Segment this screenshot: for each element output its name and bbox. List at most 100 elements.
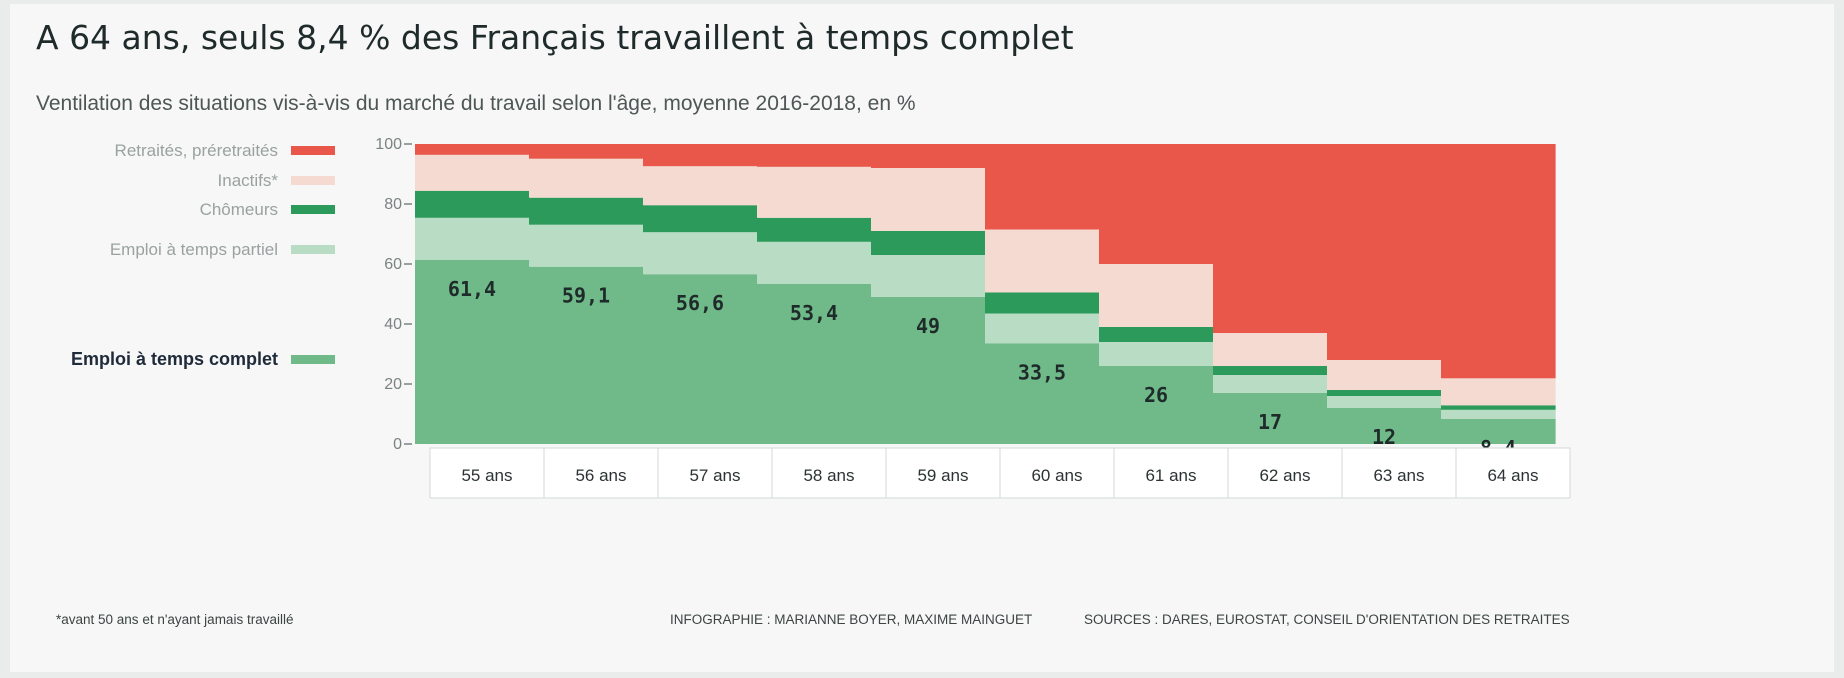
infographic-card: A 64 ans, seuls 8,4 % des Français trava… (10, 4, 1834, 672)
category-label-1: 55 ans (461, 466, 512, 485)
legend-swatch-2 (291, 176, 335, 185)
bar-segment-2-2 (529, 224, 644, 267)
bar-segment-4-9 (1327, 360, 1442, 390)
bar-segment-3-4 (757, 217, 872, 242)
bar-segment-1-6 (985, 343, 1100, 444)
bar-segment-3-8 (1213, 366, 1328, 375)
bar-segment-4-8 (1213, 333, 1328, 366)
bar-segment-5-5 (871, 144, 986, 168)
category-box-9 (1341, 447, 1457, 499)
bar-segment-1-9 (1327, 408, 1442, 444)
bar-segment-2-8 (1213, 375, 1328, 393)
bar-segment-5-1 (415, 144, 530, 155)
legend-label-3: Chômeurs (200, 200, 278, 219)
bar-segment-2-7 (1099, 342, 1214, 366)
bar-segment-5-8 (1213, 144, 1328, 333)
category-label-3: 57 ans (689, 466, 740, 485)
legend-label-4: Emploi à temps partiel (110, 240, 278, 259)
category-label-2: 56 ans (575, 466, 626, 485)
bar-segment-3-2 (529, 197, 644, 225)
legend-label-5: Emploi à temps complet (71, 349, 278, 369)
bar-segment-1-5 (871, 297, 986, 444)
value-label-6: 33,5 (1018, 361, 1066, 385)
bar-segment-3-3 (643, 205, 758, 233)
y-tick-label: 20 (384, 376, 402, 393)
sources-note: SOURCES : DARES, EUROSTAT, CONSEIL D'ORI… (1084, 612, 1570, 627)
y-tick-label: 100 (375, 136, 402, 153)
chart-title: A 64 ans, seuls 8,4 % des Français trava… (36, 18, 1074, 57)
value-label-1: 61,4 (448, 277, 496, 301)
bar-segment-1-1 (415, 259, 530, 444)
category-label-6: 60 ans (1031, 466, 1082, 485)
bar-segment-3-5 (871, 231, 986, 255)
category-box-4 (771, 447, 887, 499)
value-label-2: 59,1 (562, 284, 610, 308)
y-tick-label: 60 (384, 256, 402, 273)
bar-segment-5-2 (529, 144, 644, 159)
infographic-credit: INFOGRAPHIE : MARIANNE BOYER, MAXIME MAI… (670, 612, 1033, 627)
chart-subtitle: Ventilation des situations vis-à-vis du … (36, 92, 916, 115)
value-label-4: 53,4 (790, 301, 838, 325)
bar-segment-4-1 (415, 154, 530, 191)
bar-segment-1-8 (1213, 393, 1328, 444)
bar-segment-5-3 (643, 144, 758, 167)
category-box-2 (543, 447, 659, 499)
bar-segment-1-10 (1441, 418, 1556, 444)
value-label-9: 12 (1372, 425, 1396, 449)
bar-segment-2-5 (871, 255, 986, 297)
category-box-3 (657, 447, 773, 499)
category-label-8: 62 ans (1259, 466, 1310, 485)
bar-segment-1-3 (643, 274, 758, 444)
bar-segment-2-1 (415, 217, 530, 260)
bar-segment-3-1 (415, 190, 530, 218)
bar-segment-2-9 (1327, 396, 1442, 408)
bar-segment-3-9 (1327, 390, 1442, 396)
category-box-5 (885, 447, 1001, 499)
value-label-8: 17 (1258, 410, 1282, 434)
category-box-1 (429, 447, 545, 499)
category-label-7: 61 ans (1145, 466, 1196, 485)
bar-segment-1-2 (529, 266, 644, 444)
bar-segment-2-6 (985, 313, 1100, 344)
legend-swatch-1 (291, 146, 335, 155)
category-box-10 (1455, 447, 1571, 499)
bar-segment-1-7 (1099, 366, 1214, 444)
y-tick-label: 40 (384, 316, 402, 333)
legend-swatch-3 (291, 205, 335, 214)
bar-segment-5-6 (985, 144, 1100, 230)
bar-segment-5-4 (757, 144, 872, 167)
category-box-6 (999, 447, 1115, 499)
bar-segment-4-4 (757, 166, 872, 218)
category-label-5: 59 ans (917, 466, 968, 485)
bar-segment-3-7 (1099, 327, 1214, 342)
bar-segment-5-7 (1099, 144, 1214, 264)
bar-segment-1-4 (757, 283, 872, 444)
bar-segment-4-3 (643, 166, 758, 206)
category-label-9: 63 ans (1373, 466, 1424, 485)
bar-segment-5-10 (1441, 144, 1556, 379)
y-tick-label: 80 (384, 196, 402, 213)
bar-segment-2-10 (1441, 409, 1556, 419)
bar-segment-4-5 (871, 168, 986, 231)
legend-swatch-5 (291, 355, 335, 364)
value-label-5: 49 (916, 314, 940, 338)
legend-label-1: Retraités, préretraités (115, 141, 278, 160)
legend-swatch-4 (291, 245, 335, 254)
bar-segment-3-10 (1441, 405, 1556, 410)
category-label-10: 64 ans (1487, 466, 1538, 485)
bar-segment-4-10 (1441, 378, 1556, 406)
value-label-3: 56,6 (676, 291, 724, 315)
bar-segment-2-3 (643, 232, 758, 275)
y-tick-label: 0 (393, 436, 402, 453)
value-label-7: 26 (1144, 383, 1168, 407)
bar-segment-2-4 (757, 241, 872, 284)
bar-segment-4-7 (1099, 264, 1214, 327)
bar-segment-3-6 (985, 292, 1100, 314)
bar-segment-4-6 (985, 229, 1100, 293)
bar-segment-4-2 (529, 158, 644, 198)
stacked-bar-chart: 0 20 40 60 80 100 61,4 59,1 56,6 53,4 49 33,5 26 17 12… (71, 136, 1571, 499)
category-label-4: 58 ans (803, 466, 854, 485)
bar-segment-5-9 (1327, 144, 1442, 360)
legend-label-2: Inactifs* (218, 171, 279, 190)
footnote: *avant 50 ans et n'ayant jamais travaill… (56, 612, 294, 627)
